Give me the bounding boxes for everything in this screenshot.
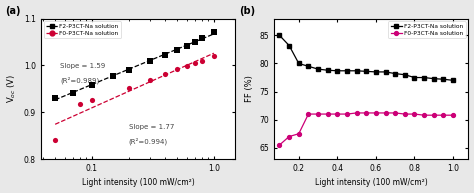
Point bbox=[210, 30, 218, 33]
Text: Slope = 1.77: Slope = 1.77 bbox=[128, 124, 174, 130]
F2-P3CT-Na solution bbox=[411, 76, 417, 79]
Point bbox=[183, 65, 191, 68]
F0-P3CT-Na solution bbox=[440, 114, 446, 116]
Text: (b): (b) bbox=[239, 6, 255, 16]
Point bbox=[109, 74, 117, 77]
Line: F0-P3CT-Na solution: F0-P3CT-Na solution bbox=[278, 111, 455, 147]
F2-P3CT-Na solution bbox=[354, 70, 359, 72]
F2-P3CT-Na solution bbox=[450, 79, 456, 81]
F2-P3CT-Na solution bbox=[392, 72, 398, 75]
F2-P3CT-Na solution bbox=[325, 69, 330, 71]
F2-P3CT-Na solution bbox=[431, 78, 437, 80]
F0-P3CT-Na solution bbox=[411, 113, 417, 115]
F0-P3CT-Na solution bbox=[325, 113, 330, 115]
F0-P3CT-Na solution bbox=[296, 133, 301, 135]
F2-P3CT-Na solution bbox=[383, 71, 388, 73]
F2-P3CT-Na solution bbox=[306, 65, 311, 68]
Point bbox=[146, 59, 154, 62]
F0-P3CT-Na solution bbox=[421, 114, 427, 116]
F2-P3CT-Na solution bbox=[440, 78, 446, 80]
Point bbox=[162, 53, 169, 57]
X-axis label: Light intensity (100 mW/cm²): Light intensity (100 mW/cm²) bbox=[82, 179, 194, 187]
Legend: F2-P3CT-Na solution, F0-P3CT-Na solution: F2-P3CT-Na solution, F0-P3CT-Na solution bbox=[388, 21, 465, 38]
F0-P3CT-Na solution bbox=[306, 113, 311, 115]
Point bbox=[162, 72, 169, 75]
Text: Slope = 1.59: Slope = 1.59 bbox=[60, 63, 105, 69]
Line: F2-P3CT-Na solution: F2-P3CT-Na solution bbox=[278, 33, 455, 82]
F2-P3CT-Na solution bbox=[315, 68, 321, 70]
Y-axis label: V$_{oc}$ (V): V$_{oc}$ (V) bbox=[6, 74, 18, 103]
F2-P3CT-Na solution bbox=[286, 44, 292, 47]
Point bbox=[51, 97, 59, 100]
F2-P3CT-Na solution bbox=[421, 76, 427, 79]
Point bbox=[183, 44, 191, 47]
Point bbox=[198, 59, 206, 62]
F0-P3CT-Na solution bbox=[335, 113, 340, 115]
X-axis label: Light intensity (100 mW/cm²): Light intensity (100 mW/cm²) bbox=[315, 179, 428, 187]
F0-P3CT-Na solution bbox=[431, 114, 437, 116]
F0-P3CT-Na solution bbox=[286, 135, 292, 138]
F0-P3CT-Na solution bbox=[373, 112, 379, 114]
Text: (a): (a) bbox=[6, 6, 21, 16]
F2-P3CT-Na solution bbox=[373, 71, 379, 73]
F2-P3CT-Na solution bbox=[344, 70, 350, 72]
Legend: F2-P3CT-Na solution, F0-P3CT-Na solution: F2-P3CT-Na solution, F0-P3CT-Na solution bbox=[44, 21, 121, 38]
Text: (R²=0.989): (R²=0.989) bbox=[60, 76, 100, 84]
F0-P3CT-Na solution bbox=[402, 113, 408, 115]
F2-P3CT-Na solution bbox=[402, 74, 408, 76]
Point bbox=[69, 91, 77, 94]
F2-P3CT-Na solution bbox=[335, 70, 340, 72]
F2-P3CT-Na solution bbox=[296, 62, 301, 65]
Point bbox=[88, 84, 96, 87]
Y-axis label: FF (%): FF (%) bbox=[245, 75, 254, 102]
Point bbox=[88, 99, 96, 102]
Point bbox=[125, 86, 132, 89]
Point bbox=[210, 54, 218, 58]
Point bbox=[125, 69, 132, 72]
F0-P3CT-Na solution bbox=[450, 114, 456, 116]
F0-P3CT-Na solution bbox=[277, 144, 283, 146]
F2-P3CT-Na solution bbox=[277, 34, 283, 36]
Point bbox=[76, 102, 84, 105]
F0-P3CT-Na solution bbox=[364, 112, 369, 114]
F0-P3CT-Na solution bbox=[383, 112, 388, 114]
Point bbox=[173, 49, 181, 52]
F0-P3CT-Na solution bbox=[315, 113, 321, 115]
F0-P3CT-Na solution bbox=[354, 112, 359, 114]
F0-P3CT-Na solution bbox=[392, 112, 398, 114]
Point bbox=[173, 68, 181, 71]
Point bbox=[146, 79, 154, 82]
Point bbox=[191, 40, 199, 43]
F2-P3CT-Na solution bbox=[364, 70, 369, 73]
Point bbox=[51, 139, 59, 142]
Point bbox=[191, 62, 199, 65]
Point bbox=[198, 37, 206, 40]
F0-P3CT-Na solution bbox=[344, 113, 350, 115]
Text: (R²=0.994): (R²=0.994) bbox=[128, 137, 168, 145]
